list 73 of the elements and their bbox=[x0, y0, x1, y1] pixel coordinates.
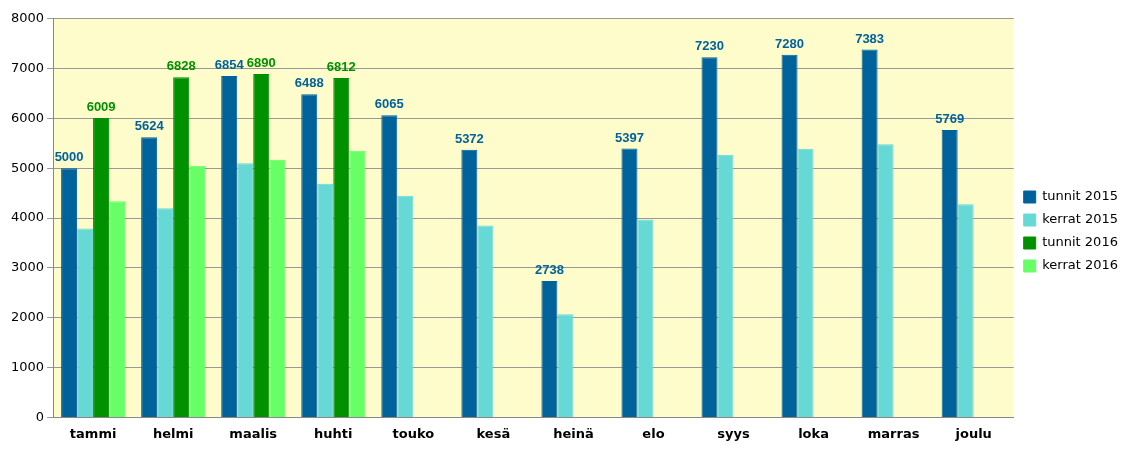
y-tick-label: 1000 bbox=[10, 358, 45, 374]
bar bbox=[861, 49, 878, 417]
bar bbox=[173, 77, 190, 417]
bar bbox=[541, 280, 558, 417]
x-tick-label: joulu bbox=[954, 425, 992, 441]
x-tick-label: touko bbox=[392, 425, 435, 441]
bar bbox=[61, 168, 78, 417]
x-tick-label: kesä bbox=[476, 425, 511, 441]
x-tick-label: helmi bbox=[152, 425, 194, 441]
bar bbox=[717, 154, 734, 417]
bar bbox=[349, 150, 366, 417]
legend-label: tunnit 2015 bbox=[1042, 188, 1118, 204]
data-label: 6009 bbox=[86, 99, 116, 115]
data-label: 7280 bbox=[775, 35, 805, 51]
data-label: 6812 bbox=[326, 59, 356, 75]
data-label: 5372 bbox=[454, 130, 484, 146]
bar bbox=[93, 118, 110, 417]
bar bbox=[157, 208, 174, 417]
data-label: 6828 bbox=[166, 58, 196, 74]
bar bbox=[637, 219, 654, 417]
bar bbox=[957, 204, 974, 417]
data-label: 7230 bbox=[695, 38, 724, 54]
x-tick-label: syys bbox=[717, 425, 750, 441]
y-tick-label: 6000 bbox=[10, 109, 45, 125]
bar bbox=[109, 201, 126, 417]
y-tick-label: 8000 bbox=[10, 10, 45, 26]
data-label: 7383 bbox=[855, 30, 885, 46]
data-label: 5624 bbox=[134, 118, 165, 134]
data-label: 2738 bbox=[534, 262, 564, 278]
data-label: 5397 bbox=[614, 129, 644, 145]
y-tick-label: 4000 bbox=[10, 209, 45, 225]
bar bbox=[797, 148, 814, 417]
bar bbox=[253, 74, 270, 417]
bar bbox=[781, 54, 798, 417]
data-label: 6065 bbox=[374, 96, 404, 112]
bar bbox=[557, 314, 574, 417]
bar bbox=[317, 183, 334, 417]
x-tick-label: heinä bbox=[553, 425, 594, 441]
bar bbox=[381, 115, 398, 417]
bar bbox=[461, 149, 478, 417]
bar bbox=[477, 225, 494, 417]
data-label: 6890 bbox=[246, 55, 276, 71]
bar bbox=[397, 195, 414, 417]
y-tick-label: 7000 bbox=[10, 60, 45, 75]
x-tick-label: huhti bbox=[314, 425, 353, 441]
data-label: 6488 bbox=[294, 75, 324, 91]
x-tick-label: marras bbox=[867, 425, 920, 441]
bar bbox=[141, 137, 158, 417]
legend-label: kerrat 2015 bbox=[1042, 211, 1119, 227]
bar bbox=[189, 165, 206, 417]
legend-label: kerrat 2016 bbox=[1042, 257, 1119, 273]
bar bbox=[621, 148, 638, 417]
y-tick-label: 2000 bbox=[10, 309, 45, 325]
x-tick-label: tammi bbox=[69, 425, 117, 441]
bar bbox=[237, 163, 254, 417]
bar bbox=[333, 77, 350, 417]
bar bbox=[701, 57, 718, 417]
bar bbox=[877, 144, 894, 417]
data-label: 6854 bbox=[214, 56, 245, 72]
bar bbox=[269, 159, 286, 417]
y-tick-label: 5000 bbox=[10, 159, 45, 175]
bar bbox=[221, 75, 238, 417]
legend-label: tunnit 2016 bbox=[1042, 234, 1118, 250]
x-tick-label: elo bbox=[642, 425, 665, 441]
y-tick-label: 0 bbox=[35, 408, 45, 424]
x-tick-label: maalis bbox=[229, 425, 278, 441]
y-tick-label: 3000 bbox=[10, 259, 45, 275]
bar bbox=[941, 129, 958, 417]
bar bbox=[301, 94, 318, 417]
data-label: 5000 bbox=[54, 149, 84, 165]
x-tick-label: loka bbox=[798, 425, 829, 441]
data-label: 5769 bbox=[935, 111, 965, 127]
bar bbox=[77, 228, 94, 417]
